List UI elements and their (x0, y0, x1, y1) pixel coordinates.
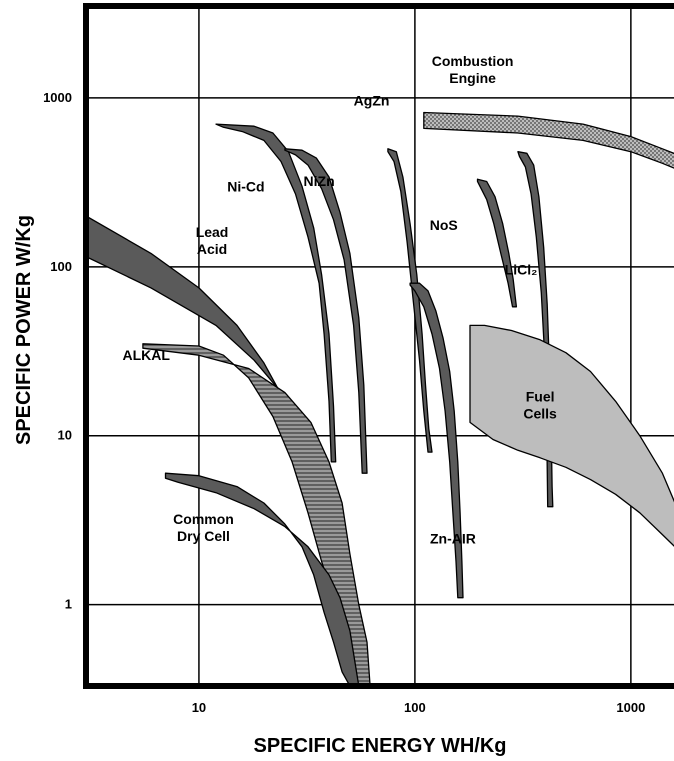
region-labels: Lead Acid ALKAL Common Dry Cell Ni-Cd NiZn AgZn… (122, 53, 557, 547)
y-tick-label-1: 1 (65, 597, 72, 612)
y-tick-label-100: 100 (50, 259, 72, 274)
x-axis-label: SPECIFIC ENERGY WH/Kg (254, 735, 507, 757)
region-label-agzn: AgZn (354, 93, 390, 109)
region-label-combustion-engine: Combustion Engine (432, 53, 514, 86)
region-nos (476, 178, 518, 308)
region-zn-air (409, 282, 464, 599)
region-label-common-dry-cell: Common Dry Cell (173, 511, 234, 544)
region-label-licl2: LiCl₂ (505, 262, 538, 278)
region-agzn (387, 148, 433, 453)
region-label-fuel-cells: Fuel Cells (523, 388, 557, 421)
y-tick-label-1000: 1000 (43, 90, 72, 105)
regions (86, 111, 674, 686)
region-label-lead-acid: Lead Acid (196, 224, 229, 257)
region-ni-cd (215, 123, 337, 463)
region-alkal (142, 343, 371, 686)
y-tick-label-10: 10 (58, 428, 72, 443)
region-nizn (284, 148, 368, 474)
x-tick-label-100: 100 (404, 700, 426, 715)
region-label-alkal: ALKAL (122, 347, 170, 363)
region-label-nizn: NiZn (304, 173, 335, 189)
tick-labels: 10 100 1000 1 10 100 1000 (43, 90, 645, 715)
x-tick-label-1000: 1000 (616, 700, 645, 715)
grid (86, 6, 674, 686)
region-label-zn-air: Zn-AIR (430, 531, 476, 547)
region-label-ni-cd: Ni-Cd (227, 178, 264, 194)
region-common-dry-cell (164, 472, 360, 686)
region-combustion-engine (423, 111, 674, 169)
region-fuel-cells (469, 324, 674, 547)
y-axis-label: SPECIFIC POWER W/Kg (13, 215, 35, 445)
region-licl2 (517, 151, 554, 508)
region-label-nos: NoS (430, 217, 458, 233)
x-tick-label-10: 10 (192, 700, 206, 715)
plot-frame (83, 3, 674, 689)
